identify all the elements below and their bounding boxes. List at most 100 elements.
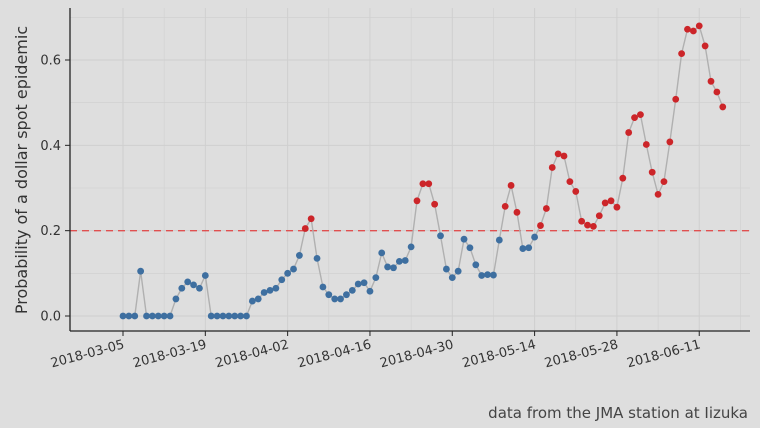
data-point [384,263,391,271]
data-point [637,111,644,119]
data-point [513,208,521,216]
data-point [642,141,650,148]
data-point [254,295,262,303]
data-point [560,152,568,160]
data-point [448,274,456,281]
data-point [660,178,668,186]
x-ticks: 2018-03-05 2018-03-19 2018-04-02 2018-04-16… [49,331,702,371]
data-point [225,312,233,320]
data-point [119,312,127,320]
data-point [343,291,350,299]
data-point [348,287,356,294]
data-point [537,222,544,229]
data-point [419,180,427,188]
data-point [719,103,727,111]
data-point [707,77,715,85]
data-point [301,225,309,232]
data-point [207,312,215,320]
data-point [172,295,180,303]
data-point [625,129,633,136]
data-point [166,312,174,320]
data-point [554,150,562,158]
grid-lines [70,8,750,331]
x-tick-label: 2018-03-19 [131,337,208,371]
data-point [266,287,274,294]
data-point [331,295,339,303]
data-point [178,284,186,292]
data-point [619,174,627,182]
data-point [137,267,145,275]
x-tick-label: 2018-04-16 [296,337,373,371]
data-point [713,88,721,96]
data-point [131,312,139,320]
data-point [149,312,156,320]
data-point [213,312,221,320]
data-point [378,249,386,257]
series-line [123,24,724,317]
data-point [460,235,468,243]
data-point [307,215,315,223]
data-point [354,280,362,288]
data-point [584,221,591,229]
caption: data from the JMA station at Iizuka [488,404,748,422]
data-points [119,22,727,320]
data-point [531,233,538,241]
data-point [237,312,245,320]
data-point [296,252,303,259]
data-point [495,236,503,244]
data-point [595,212,603,220]
data-point [260,289,268,296]
x-tick-label: 2018-06-11 [625,337,702,371]
data-point [325,291,333,299]
y-tick-label: 0.4 [40,139,61,154]
y-tick-label: 0.6 [40,54,61,69]
data-point [484,271,491,279]
data-point [666,138,674,146]
data-point [360,279,368,287]
data-point [290,265,297,273]
data-point [578,217,586,225]
data-point [519,245,527,252]
data-point [143,312,150,320]
data-point [566,178,574,186]
data-point [190,281,197,289]
data-point [196,284,203,292]
data-point [613,203,621,211]
data-point [313,255,321,262]
data-point [337,295,344,303]
data-point [366,287,374,295]
x-tick-label: 2018-05-14 [461,337,538,371]
data-point [525,244,533,252]
data-point [372,274,380,281]
data-point [542,205,550,212]
data-point [125,312,133,320]
x-tick-label: 2018-04-30 [378,337,455,371]
y-ticks: 0.0 0.2 0.4 0.6 [40,54,70,325]
data-point [160,312,168,320]
data-point [631,114,638,121]
data-point [243,312,250,320]
data-point [437,232,444,240]
data-point [431,200,439,208]
data-point [443,265,450,273]
data-point [395,257,403,265]
y-tick-label: 0.2 [40,224,61,239]
data-point [490,271,497,279]
data-point [678,50,685,57]
data-point [278,276,286,284]
data-point [248,297,256,305]
y-axis-title: Probability of a dollar spot epidemic [12,26,31,314]
data-point [472,261,480,269]
x-tick-label: 2018-05-28 [543,337,620,371]
data-point [154,312,162,320]
data-point [601,199,609,207]
y-tick-label: 0.0 [40,310,61,325]
data-point [701,42,709,50]
x-tick-label: 2018-03-05 [49,337,126,371]
data-point [284,269,292,277]
data-point [607,197,615,205]
data-point [648,168,656,176]
data-point [425,180,433,188]
data-point [454,267,462,275]
